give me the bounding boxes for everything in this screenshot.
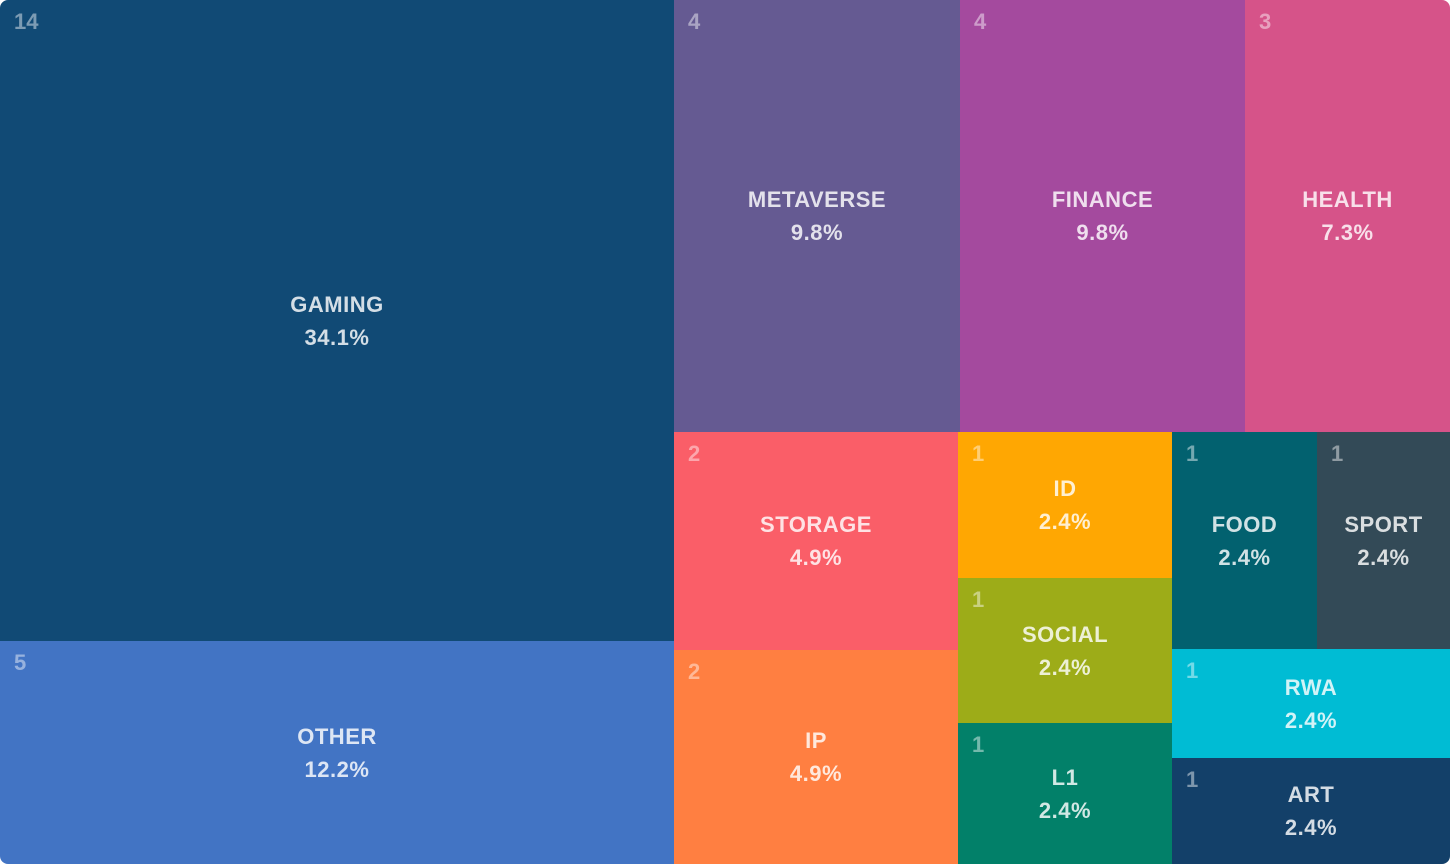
tile-name: HEALTH — [1302, 187, 1393, 212]
tile-label: OTHER 12.2% — [297, 720, 377, 786]
tile-label: ART 2.4% — [1285, 778, 1337, 844]
tile-count: 1 — [1186, 767, 1199, 792]
tile-name: SOCIAL — [1021, 621, 1109, 647]
treemap-tile-rwa[interactable]: 1 RWA 2.4% — [1172, 649, 1450, 758]
tile-name: STORAGE — [760, 512, 872, 537]
treemap-tile-gaming[interactable]: 14 GAMING 34.1% — [0, 0, 674, 641]
treemap-tile-art[interactable]: 1 ART 2.4% — [1172, 758, 1450, 864]
tile-label: ID 2.4% — [1039, 472, 1091, 538]
treemap-tile-other[interactable]: 5 OTHER 12.2% — [0, 641, 674, 864]
tile-percent: 2.4% — [1038, 797, 1092, 823]
treemap-tile-sport[interactable]: 1 SPORT 2.4% — [1317, 432, 1450, 649]
treemap-tile-storage[interactable]: 2 STORAGE 4.9% — [674, 432, 958, 650]
tile-name: OTHER — [297, 723, 377, 749]
tile-percent: 9.8% — [1076, 220, 1129, 245]
tile-name: FOOD — [1211, 511, 1278, 537]
tile-name: IP — [805, 728, 827, 753]
treemap-tile-l1[interactable]: 1 L1 2.4% — [958, 723, 1172, 864]
tile-count: 2 — [688, 441, 701, 466]
tile-percent: 2.4% — [1284, 815, 1338, 840]
tile-count: 2 — [688, 659, 701, 684]
tile-percent: 12.2% — [304, 756, 370, 782]
tile-label: GAMING 34.1% — [290, 288, 383, 354]
tile-count: 1 — [1331, 441, 1344, 466]
tile-count: 1 — [972, 441, 985, 466]
treemap-tile-finance[interactable]: 4 FINANCE 9.8% — [960, 0, 1245, 432]
treemap-tile-metaverse[interactable]: 4 METAVERSE 9.8% — [674, 0, 960, 432]
tile-name: GAMING — [290, 291, 384, 317]
tile-percent: 2.4% — [1038, 509, 1092, 534]
treemap-tile-id[interactable]: 1 ID 2.4% — [958, 432, 1172, 578]
tile-name: METAVERSE — [747, 187, 887, 212]
tile-label: METAVERSE 9.8% — [748, 183, 886, 249]
tile-name: ART — [1287, 782, 1335, 807]
tile-label: SOCIAL 2.4% — [1022, 618, 1108, 684]
tile-percent: 2.4% — [1357, 544, 1410, 570]
tile-count: 1 — [972, 732, 985, 757]
tile-label: SPORT 2.4% — [1344, 508, 1422, 574]
tile-percent: 7.3% — [1321, 220, 1374, 245]
tile-name: ID — [1053, 476, 1077, 501]
tile-label: L1 2.4% — [1039, 761, 1091, 827]
treemap-tile-health[interactable]: 3 HEALTH 7.3% — [1245, 0, 1450, 432]
tile-label: RWA 2.4% — [1285, 671, 1337, 737]
tile-label: HEALTH 7.3% — [1302, 183, 1393, 249]
tile-label: FINANCE 9.8% — [1052, 183, 1153, 249]
tile-count: 5 — [14, 650, 27, 675]
tile-count: 1 — [1186, 441, 1199, 466]
tile-percent: 4.9% — [789, 545, 843, 570]
tile-count: 14 — [14, 9, 39, 34]
tile-name: SPORT — [1344, 511, 1423, 537]
tile-percent: 2.4% — [1284, 707, 1338, 733]
tile-label: FOOD 2.4% — [1212, 508, 1278, 574]
tile-percent: 4.9% — [789, 761, 843, 786]
treemap-tile-ip[interactable]: 2 IP 4.9% — [674, 650, 958, 864]
tile-count: 4 — [974, 9, 987, 34]
tile-count: 3 — [1259, 9, 1272, 34]
tile-percent: 9.8% — [790, 220, 844, 245]
treemap-tile-food[interactable]: 1 FOOD 2.4% — [1172, 432, 1317, 649]
tile-name: FINANCE — [1051, 187, 1154, 212]
tile-count: 1 — [972, 587, 985, 612]
tile-percent: 2.4% — [1038, 654, 1092, 680]
tile-count: 1 — [1186, 658, 1199, 683]
tile-name: L1 — [1051, 764, 1079, 790]
tile-name: RWA — [1284, 674, 1338, 700]
tile-percent: 34.1% — [304, 324, 370, 350]
tile-label: IP 4.9% — [790, 724, 842, 790]
tile-percent: 2.4% — [1218, 544, 1271, 570]
tile-label: STORAGE 4.9% — [760, 508, 872, 574]
treemap-tile-social[interactable]: 1 SOCIAL 2.4% — [958, 578, 1172, 723]
tile-count: 4 — [688, 9, 701, 34]
